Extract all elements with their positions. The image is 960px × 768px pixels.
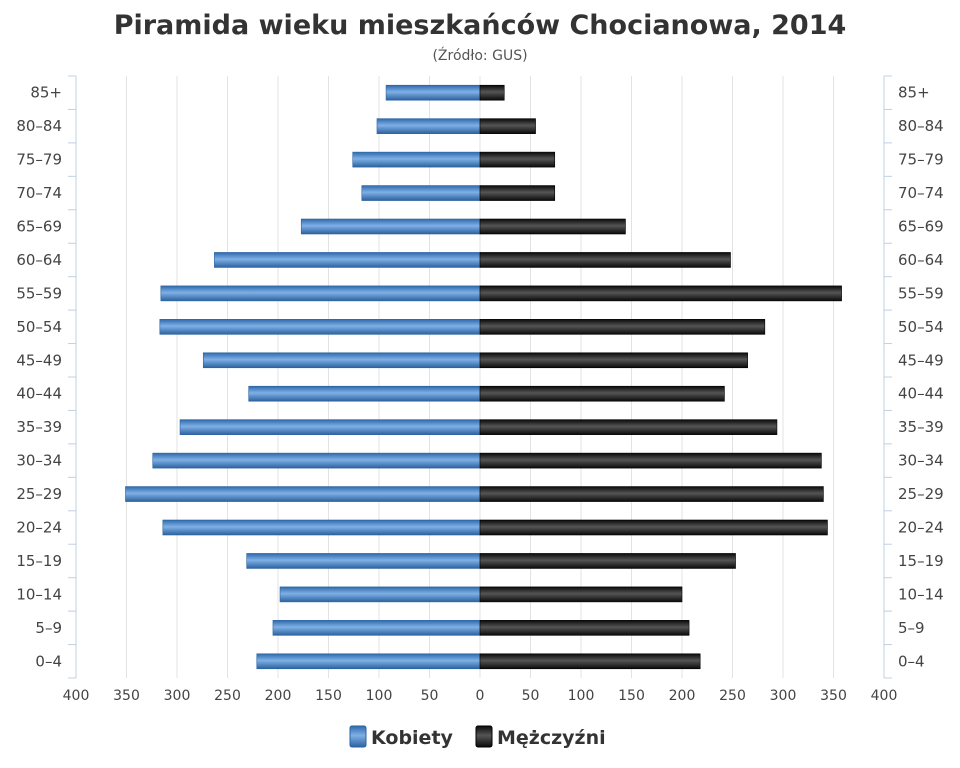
bar-kobiety[interactable]	[202, 352, 481, 369]
y-tick-label-left: 5–9	[35, 619, 62, 637]
bar-kobiety[interactable]	[162, 519, 481, 536]
y-tick-label-left: 50–54	[16, 318, 62, 336]
legend-label-mezczyzni[interactable]: Mężczyźni	[497, 727, 606, 749]
y-tick-label-left: 10–14	[16, 585, 62, 603]
bar-kobiety[interactable]	[246, 553, 481, 569]
x-tick-label: 150	[315, 688, 342, 704]
y-tick-label-right: 65–69	[898, 218, 944, 236]
legend: Kobiety Mężczyźni	[349, 725, 606, 749]
y-tick-label-right: 55–59	[898, 284, 944, 302]
bar-mezczyzni[interactable]	[479, 151, 556, 168]
bar-kobiety[interactable]	[256, 653, 481, 670]
y-tick-label-left: 65–69	[16, 218, 62, 236]
legend-label-kobiety[interactable]: Kobiety	[371, 727, 454, 749]
y-tick-label-left: 75–79	[16, 151, 62, 169]
chart-title: Piramida wieku mieszkańców Chocianowa, 2…	[114, 10, 847, 41]
y-tick-label-right: 25–29	[898, 485, 944, 503]
y-tick-label-left: 55–59	[16, 284, 62, 302]
bar-kobiety[interactable]	[385, 84, 481, 101]
bar-kobiety[interactable]	[279, 586, 481, 603]
bar-kobiety[interactable]	[152, 452, 481, 469]
y-tick-label-right: 80–84	[898, 117, 944, 135]
bar-kobiety[interactable]	[300, 218, 481, 235]
x-tick-label: 100	[568, 688, 595, 704]
y-tick-label-right: 15–19	[898, 552, 944, 570]
bar-kobiety[interactable]	[160, 285, 481, 302]
bar-kobiety[interactable]	[272, 620, 481, 636]
y-tick-label-left: 25–29	[16, 485, 62, 503]
x-tick-label: 300	[164, 688, 191, 704]
bar-kobiety[interactable]	[248, 385, 481, 402]
x-tick-label: 250	[214, 688, 241, 704]
bar-mezczyzni[interactable]	[479, 553, 736, 569]
x-tick-label: 200	[669, 688, 696, 704]
y-tick-label-right: 75–79	[898, 151, 944, 169]
bar-mezczyzni[interactable]	[479, 218, 626, 235]
bar-kobiety[interactable]	[361, 185, 481, 201]
bars	[125, 84, 842, 670]
y-tick-label-right: 50–54	[898, 318, 944, 336]
legend-swatch-mezczyzni	[475, 725, 493, 748]
x-tick-label: 150	[618, 688, 645, 704]
bar-kobiety[interactable]	[179, 419, 481, 435]
x-tick-label: 400	[63, 688, 90, 704]
y-tick-label-left: 70–74	[16, 184, 62, 202]
bar-kobiety[interactable]	[159, 319, 481, 335]
axes: 400 350 300 250 200 150 100 50 0 50 100 150 200 250 30…	[16, 75, 944, 704]
y-tick-label-left: 60–64	[16, 251, 62, 269]
legend-swatch-kobiety	[349, 725, 367, 748]
x-tick-label: 50	[421, 688, 439, 704]
bar-kobiety[interactable]	[352, 151, 481, 168]
y-tick-label-left: 40–44	[16, 385, 62, 403]
x-tick-label: 350	[113, 688, 140, 704]
y-tick-label-left: 35–39	[16, 418, 62, 436]
bar-mezczyzni[interactable]	[479, 84, 505, 101]
bar-kobiety[interactable]	[125, 486, 481, 502]
bar-mezczyzni[interactable]	[479, 586, 683, 603]
bar-mezczyzni[interactable]	[479, 319, 766, 335]
x-tick-label: 200	[265, 688, 292, 704]
bar-mezczyzni[interactable]	[479, 252, 731, 268]
bar-mezczyzni[interactable]	[479, 385, 725, 402]
y-tick-label-right: 30–34	[898, 452, 944, 470]
y-tick-label-left: 45–49	[16, 351, 62, 369]
y-tick-label-left: 0–4	[35, 652, 62, 670]
y-tick-label-right: 35–39	[898, 418, 944, 436]
x-tick-label: 350	[820, 688, 847, 704]
y-tick-label-left: 30–34	[16, 452, 62, 470]
bar-mezczyzni[interactable]	[479, 653, 701, 670]
x-tick-label: 100	[366, 688, 393, 704]
bar-kobiety[interactable]	[214, 252, 481, 268]
bar-mezczyzni[interactable]	[479, 419, 778, 435]
chart-subtitle: (Źródło: GUS)	[432, 46, 527, 64]
y-tick-label-right: 85+	[898, 84, 930, 102]
x-tick-label: 400	[871, 688, 898, 704]
bar-mezczyzni[interactable]	[479, 519, 828, 536]
y-tick-label-right: 70–74	[898, 184, 944, 202]
y-tick-label-right: 60–64	[898, 251, 944, 269]
y-tick-label-left: 15–19	[16, 552, 62, 570]
y-tick-label-right: 45–49	[898, 351, 944, 369]
bar-mezczyzni[interactable]	[479, 452, 822, 469]
bar-mezczyzni[interactable]	[479, 352, 748, 369]
y-tick-label-right: 40–44	[898, 385, 944, 403]
x-tick-label: 250	[719, 688, 746, 704]
y-tick-label-right: 0–4	[898, 652, 925, 670]
y-tick-label-right: 10–14	[898, 585, 944, 603]
y-tick-label-right: 20–24	[898, 519, 944, 537]
bar-mezczyzni[interactable]	[479, 486, 824, 502]
y-tick-label-left: 20–24	[16, 519, 62, 537]
bar-mezczyzni[interactable]	[479, 285, 842, 302]
y-tick-label-left: 85+	[30, 84, 62, 102]
x-tick-label: 0	[476, 688, 485, 704]
x-tick-label: 50	[522, 688, 540, 704]
bar-kobiety[interactable]	[376, 118, 481, 134]
bar-mezczyzni[interactable]	[479, 185, 556, 201]
bar-mezczyzni[interactable]	[479, 620, 690, 636]
bar-mezczyzni[interactable]	[479, 118, 536, 134]
y-tick-label-left: 80–84	[16, 117, 62, 135]
y-tick-label-right: 5–9	[898, 619, 925, 637]
x-tick-label: 300	[770, 688, 797, 704]
